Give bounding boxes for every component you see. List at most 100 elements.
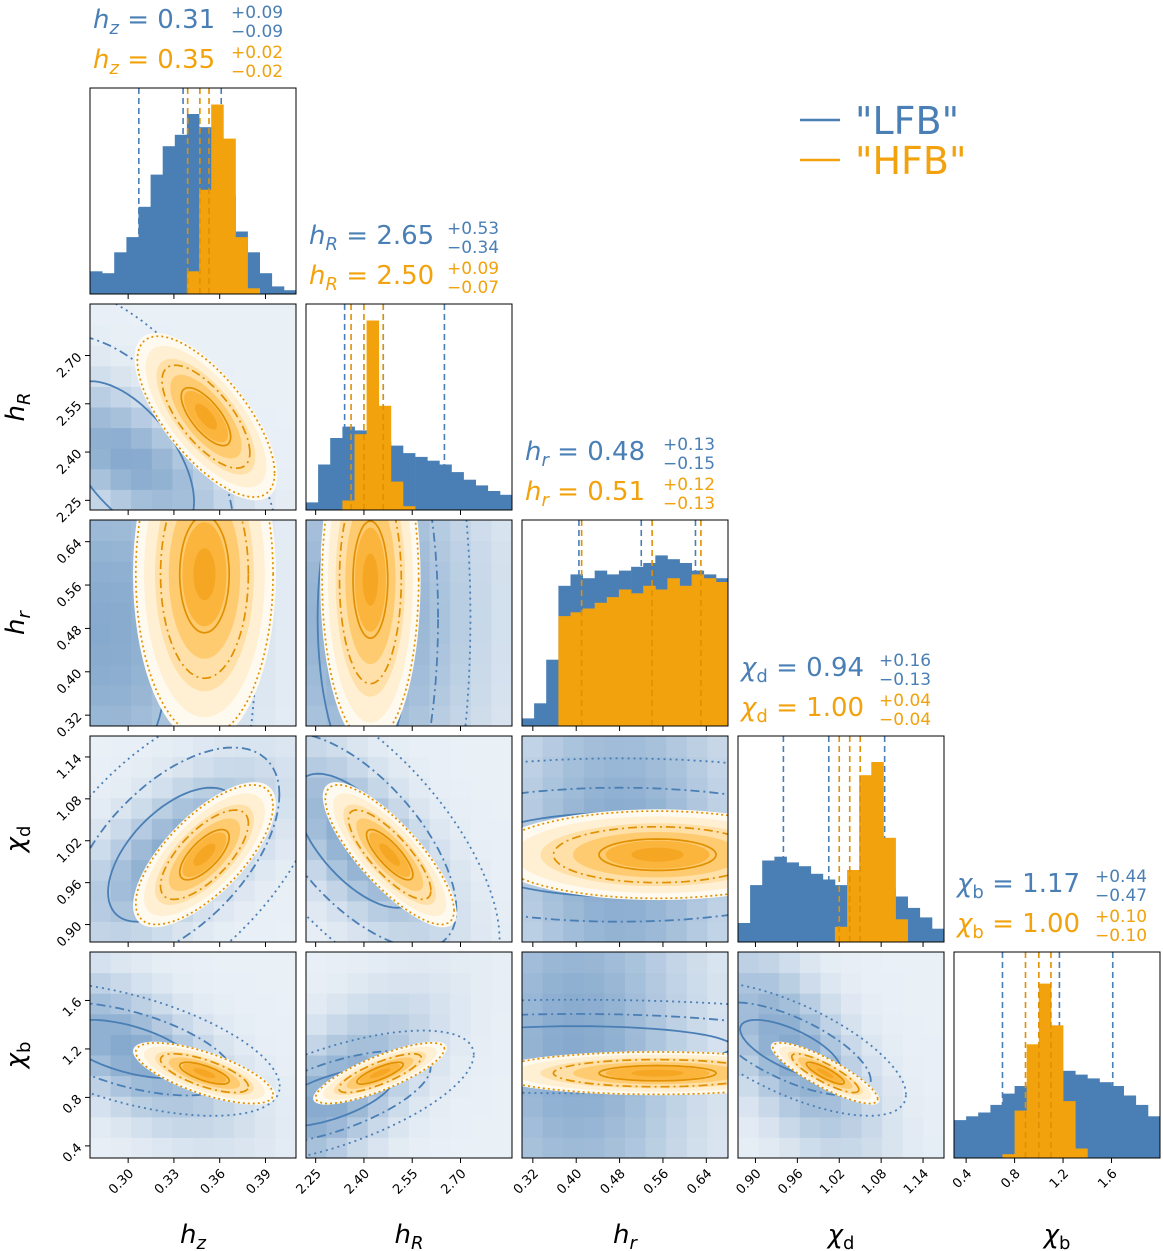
- lfb-density-cell: [254, 345, 276, 367]
- lfb-density-cell: [450, 623, 472, 645]
- lfb-density-cell: [275, 756, 296, 778]
- hist-bar-hfb: [667, 578, 680, 726]
- lfb-density-cell: [758, 1055, 780, 1077]
- x-tick-label: 0.64: [684, 1166, 715, 1197]
- ticks: [315, 942, 461, 947]
- hist-bar-lfb: [283, 290, 296, 294]
- lfb-density-cell: [738, 952, 760, 974]
- lfb-density-cell: [306, 664, 328, 686]
- lfb-density-cell: [625, 756, 647, 778]
- lfb-density-cell: [193, 1096, 215, 1118]
- lfb-density-cell: [213, 900, 235, 922]
- lfb-contour: [306, 1049, 432, 1141]
- title-χ_d-hfb: χd = 1.00 +0.04−0.04: [739, 691, 931, 730]
- lfb-density-cell: [275, 839, 296, 861]
- lfb-density-cell: [254, 993, 276, 1015]
- hist-bar-lfb: [774, 856, 787, 942]
- hist-bar-lfb: [1123, 1095, 1137, 1158]
- lfb-density-cell: [563, 777, 585, 799]
- lfb-density-cell: [470, 797, 492, 819]
- pair-panel-h_z-h_R: [90, 304, 296, 510]
- hist-bar-hfb: [378, 405, 392, 510]
- lfb-density-cell: [213, 921, 235, 942]
- lfb-density-cell: [491, 993, 512, 1015]
- lfb-density-cell: [429, 993, 451, 1015]
- lfb-density-cell: [131, 427, 153, 449]
- lfb-density-cell: [882, 1075, 904, 1097]
- lfb-contour: [90, 1002, 235, 1097]
- hist-bar-lfb: [954, 1120, 967, 1158]
- lfb-density-cell: [470, 540, 492, 562]
- y-tick-label: 1.6: [60, 995, 85, 1020]
- lfb-density-cell: [861, 1116, 883, 1138]
- hist-bar-lfb: [907, 907, 921, 942]
- lfb-density-cell: [583, 972, 605, 994]
- lfb-density-cell: [347, 736, 369, 758]
- lfb-density-cell: [666, 993, 688, 1015]
- lfb-density-cell: [902, 1116, 924, 1138]
- lfb-density-cell: [902, 1137, 924, 1158]
- lfb-density-cell: [213, 304, 235, 326]
- hist-bar-hfb: [235, 237, 248, 294]
- hist-bar-hfb: [186, 271, 200, 294]
- lfb-density-cell: [388, 1116, 410, 1138]
- lfb-density-cell: [707, 1096, 728, 1118]
- lfb-density-cell: [902, 1096, 924, 1118]
- lfb-density-cell: [450, 859, 472, 881]
- lfb-density-cell: [450, 540, 472, 562]
- lfb-density-cell: [491, 602, 512, 624]
- lfb-density-cell: [604, 952, 626, 974]
- lfb-density-cell: [306, 818, 328, 840]
- lfb-density-cell: [275, 489, 296, 510]
- lfb-density-cell: [90, 1116, 112, 1138]
- lfb-density-cell: [882, 972, 904, 994]
- lfb-density-cell: [470, 623, 492, 645]
- lfb-density-cell: [110, 1013, 132, 1035]
- hfb-contour: [178, 520, 231, 634]
- lfb-density-cell: [275, 1137, 296, 1158]
- hist-bar-hfb: [342, 500, 355, 510]
- lfb-density-cell: [450, 561, 472, 583]
- lfb-density-cell: [758, 993, 780, 1015]
- x-tick-label: 2.25: [294, 1166, 325, 1197]
- svg-text:+0.09: +0.09: [447, 259, 499, 279]
- lfb-density-cell: [542, 1137, 564, 1158]
- lfb-density-cell: [491, 777, 512, 799]
- lfb-density-cell: [172, 972, 194, 994]
- lfb-density-cell: [90, 643, 112, 665]
- lfb-density-cell: [275, 1034, 296, 1056]
- lfb-density-cell: [234, 1137, 256, 1158]
- x-tick-label: 1.08: [859, 1166, 890, 1197]
- hfb-contour: [790, 1052, 860, 1094]
- lfb-density-cell: [923, 1096, 944, 1118]
- lfb-density-cell: [522, 1137, 544, 1158]
- lfb-density-cell: [275, 561, 296, 583]
- lfb-density-cell: [172, 736, 194, 758]
- pair-panel-h_z-χ_b: [90, 952, 296, 1158]
- lfb-density-cell: [151, 972, 173, 994]
- lfb-density-cell: [409, 1137, 431, 1158]
- lfb-density-cell: [686, 736, 708, 758]
- hist-bar-lfb: [487, 491, 501, 510]
- ticks: [532, 726, 707, 731]
- lfb-density-cell: [275, 1013, 296, 1035]
- lfb-density-cell: [450, 581, 472, 603]
- lfb-density-cell: [193, 921, 215, 942]
- hist-bar-lfb: [1135, 1104, 1149, 1158]
- hfb-contour: [159, 520, 250, 680]
- lfb-density-cell: [470, 684, 492, 706]
- lfb-density-cell: [131, 489, 153, 510]
- lfb-density-cell: [326, 972, 348, 994]
- x-tick-label: 1.2: [1047, 1166, 1072, 1191]
- lfb-density-cell: [275, 705, 296, 726]
- lfb-density-cell: [306, 1013, 328, 1035]
- hist-bar-lfb: [475, 485, 489, 510]
- lfb-density-cell: [90, 304, 112, 326]
- lfb-density-cell: [645, 1096, 667, 1118]
- lfb-density-cell: [90, 900, 112, 922]
- lfb-density-cell: [90, 602, 112, 624]
- lfb-density-cell: [429, 972, 451, 994]
- lfb-density-cell: [429, 520, 451, 542]
- lfb-density-cell: [758, 1116, 780, 1138]
- lfb-density-cell: [686, 1096, 708, 1118]
